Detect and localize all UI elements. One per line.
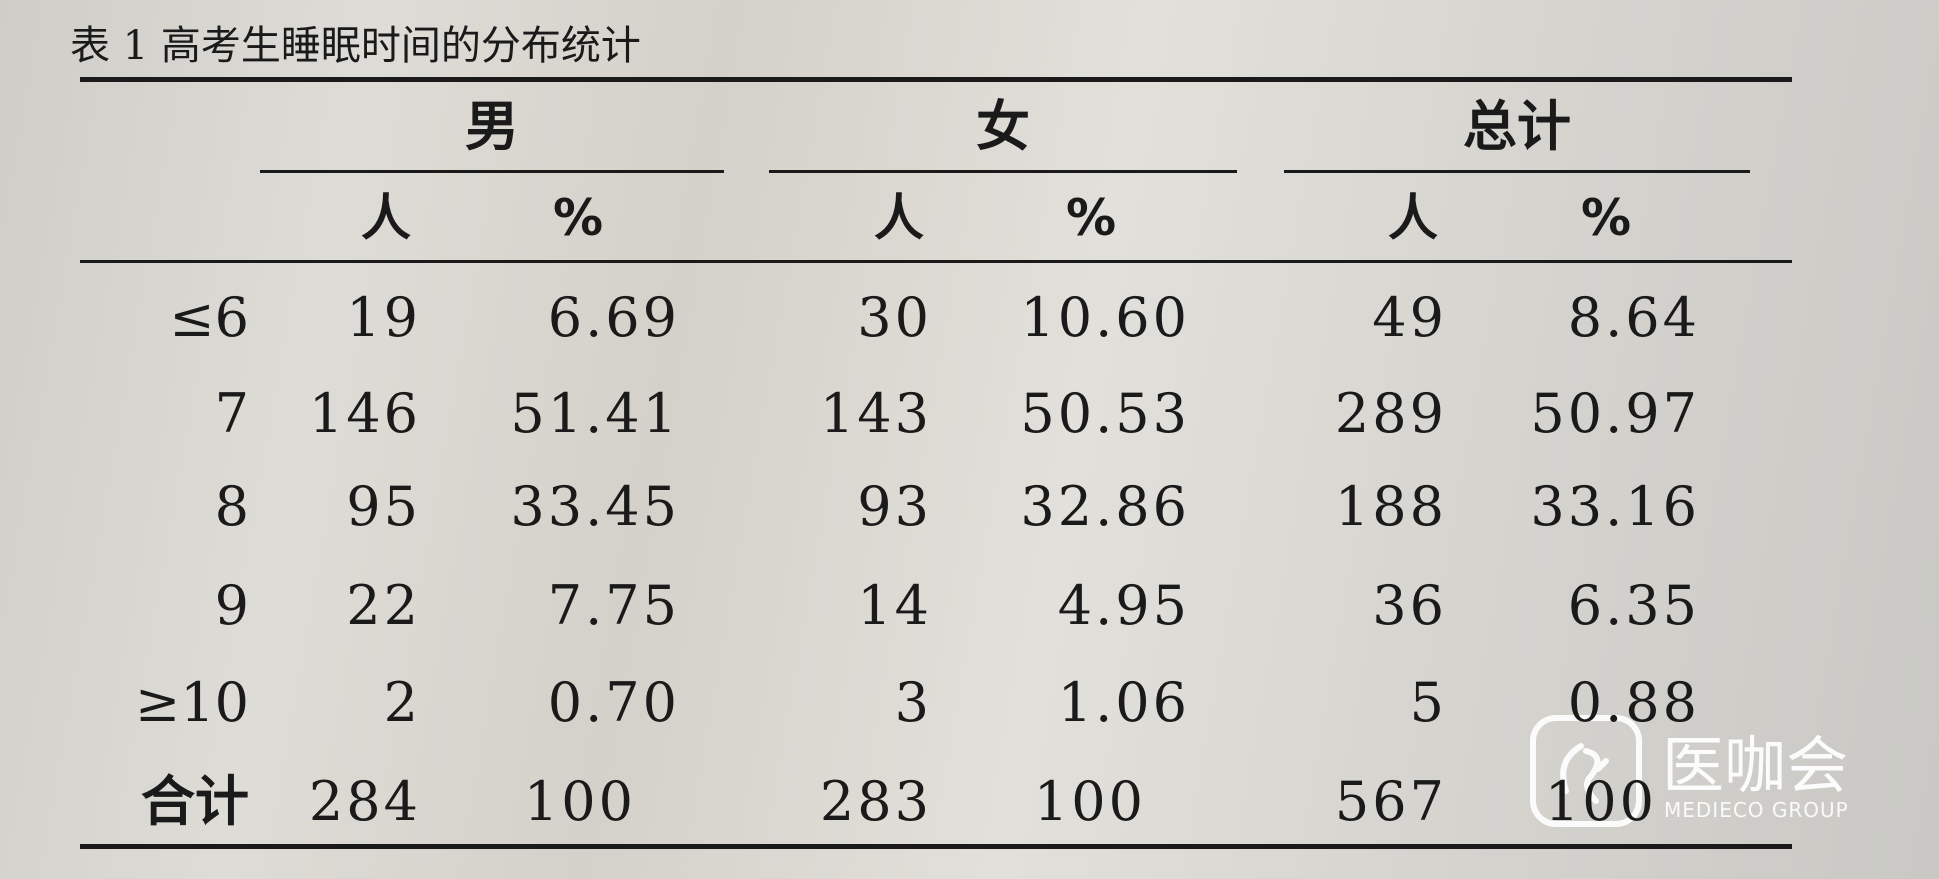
watermark-subtitle: MEDIECO GROUP	[1664, 798, 1849, 822]
cell: 5	[1409, 671, 1447, 734]
cell: 100	[1033, 770, 1146, 833]
cell: 22	[346, 574, 421, 637]
cell: 146	[308, 382, 421, 445]
cell: 8.64	[1567, 286, 1700, 349]
cell: 188	[1334, 475, 1447, 538]
cell: 0.88	[1567, 671, 1700, 734]
group-rule	[769, 170, 1237, 173]
group-header: 男	[465, 95, 519, 158]
row-label: 9	[214, 574, 249, 637]
top-rule	[80, 77, 1792, 82]
cell: 95	[346, 475, 421, 538]
row-label: 8	[214, 475, 249, 538]
cell: 6.69	[547, 286, 680, 349]
cell: 100	[523, 770, 636, 833]
cell: 289	[1334, 382, 1447, 445]
column-header: 人	[361, 189, 411, 247]
column-header: 人	[1388, 189, 1438, 247]
cell: 2	[383, 671, 421, 734]
watermark-glyph	[1560, 743, 1609, 804]
row-label: ≥10	[135, 671, 249, 734]
cell: 19	[346, 286, 421, 349]
bottom-rule	[80, 844, 1792, 849]
cell: 0.70	[547, 671, 680, 734]
cell: 14	[857, 574, 932, 637]
group-header: 女	[976, 95, 1030, 158]
column-header: %	[1065, 189, 1117, 247]
cell: 10.60	[1020, 286, 1190, 349]
cell: 33.16	[1530, 475, 1700, 538]
column-header: %	[552, 189, 604, 247]
group-rule	[1284, 170, 1750, 173]
cell: 6.35	[1567, 574, 1700, 637]
cell: 143	[819, 382, 932, 445]
row-label: ≤6	[169, 286, 249, 349]
column-header: 人	[874, 189, 924, 247]
table-title: 表 1 高考生睡眠时间的分布统计	[70, 23, 641, 69]
group-rule	[260, 170, 724, 173]
cell: 283	[819, 770, 932, 833]
cell: 284	[308, 770, 421, 833]
cell: 50.53	[1020, 382, 1190, 445]
watermark-icon	[1530, 715, 1642, 827]
cell: 50.97	[1530, 382, 1700, 445]
cell: 3	[894, 671, 932, 734]
cell: 93	[857, 475, 932, 538]
cell: 7.75	[547, 574, 680, 637]
cell: 33.45	[510, 475, 680, 538]
cell: 1.06	[1057, 671, 1190, 734]
cell: 32.86	[1020, 475, 1190, 538]
cell: 36	[1372, 574, 1447, 637]
cell: 100	[1544, 770, 1657, 833]
cell: 49	[1372, 286, 1447, 349]
column-header: %	[1580, 189, 1632, 247]
row-label: 7	[214, 382, 249, 445]
group-header: 总计	[1463, 95, 1571, 158]
row-label: 合计	[141, 770, 249, 833]
cell: 567	[1334, 770, 1447, 833]
cell: 51.41	[510, 382, 680, 445]
cell: 30	[857, 286, 932, 349]
watermark-name: 医咖会	[1662, 729, 1849, 802]
header-rule	[80, 260, 1792, 263]
cell: 4.95	[1057, 574, 1190, 637]
